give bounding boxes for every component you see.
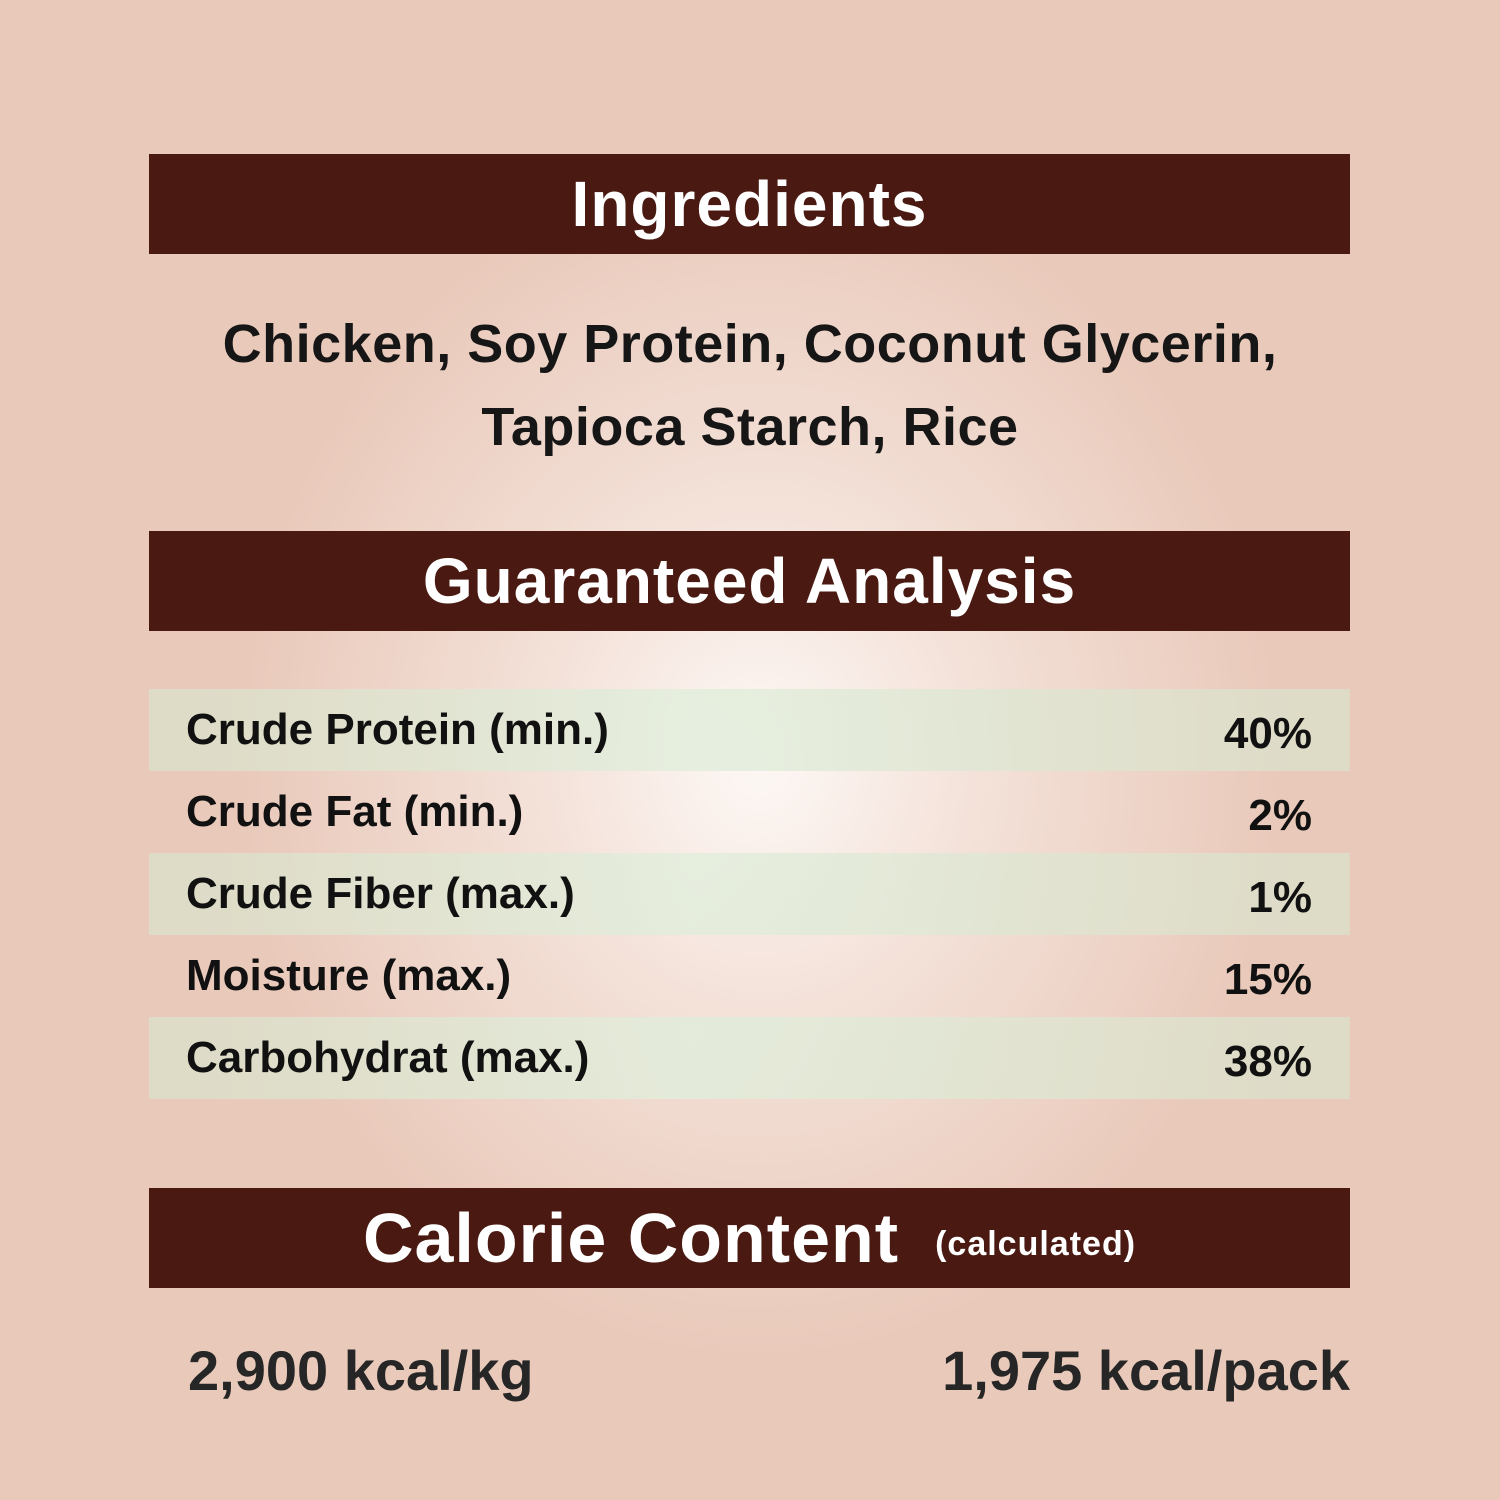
calorie-subtitle: (calculated) [935, 1224, 1137, 1263]
analysis-banner: Guaranteed Analysis [149, 531, 1350, 631]
row-label: Crude Fat (min.) [186, 787, 524, 836]
analysis-row: Crude Fiber (max.) 1% [149, 853, 1350, 935]
row-value: 40% [1223, 709, 1312, 758]
analysis-row: Crude Fat (min.) 2% [149, 771, 1350, 853]
row-label: Crude Protein (min.) [186, 705, 609, 754]
ingredients-line-2: Tapioca Starch, Rice [481, 397, 1019, 457]
analysis-row: Moisture (max.) 15% [149, 935, 1350, 1017]
row-label: Carbohydrat (max.) [186, 1033, 590, 1082]
ingredients-title: Ingredients [571, 168, 928, 240]
calorie-banner: Calorie Content (calculated) [149, 1188, 1350, 1288]
row-label: Moisture (max.) [186, 951, 512, 1000]
calories-per-kg: 2,900 kcal/kg [188, 1339, 534, 1402]
row-value: 38% [1223, 1037, 1312, 1086]
analysis-row: Carbohydrat (max.) 38% [149, 1017, 1350, 1099]
calorie-title: Calorie Content [362, 1199, 900, 1277]
row-value: 15% [1223, 955, 1312, 1004]
analysis-row: Crude Protein (min.) 40% [149, 689, 1350, 771]
row-value: 1% [1248, 873, 1312, 922]
ingredients-banner: Ingredients [149, 154, 1350, 254]
calories-per-pack: 1,975 kcal/pack [942, 1339, 1350, 1402]
ingredients-line-1: Chicken, Soy Protein, Coconut Glycerin, [222, 314, 1278, 374]
row-label: Crude Fiber (max.) [186, 869, 575, 918]
analysis-title: Guaranteed Analysis [422, 545, 1077, 617]
row-value: 2% [1248, 791, 1312, 840]
